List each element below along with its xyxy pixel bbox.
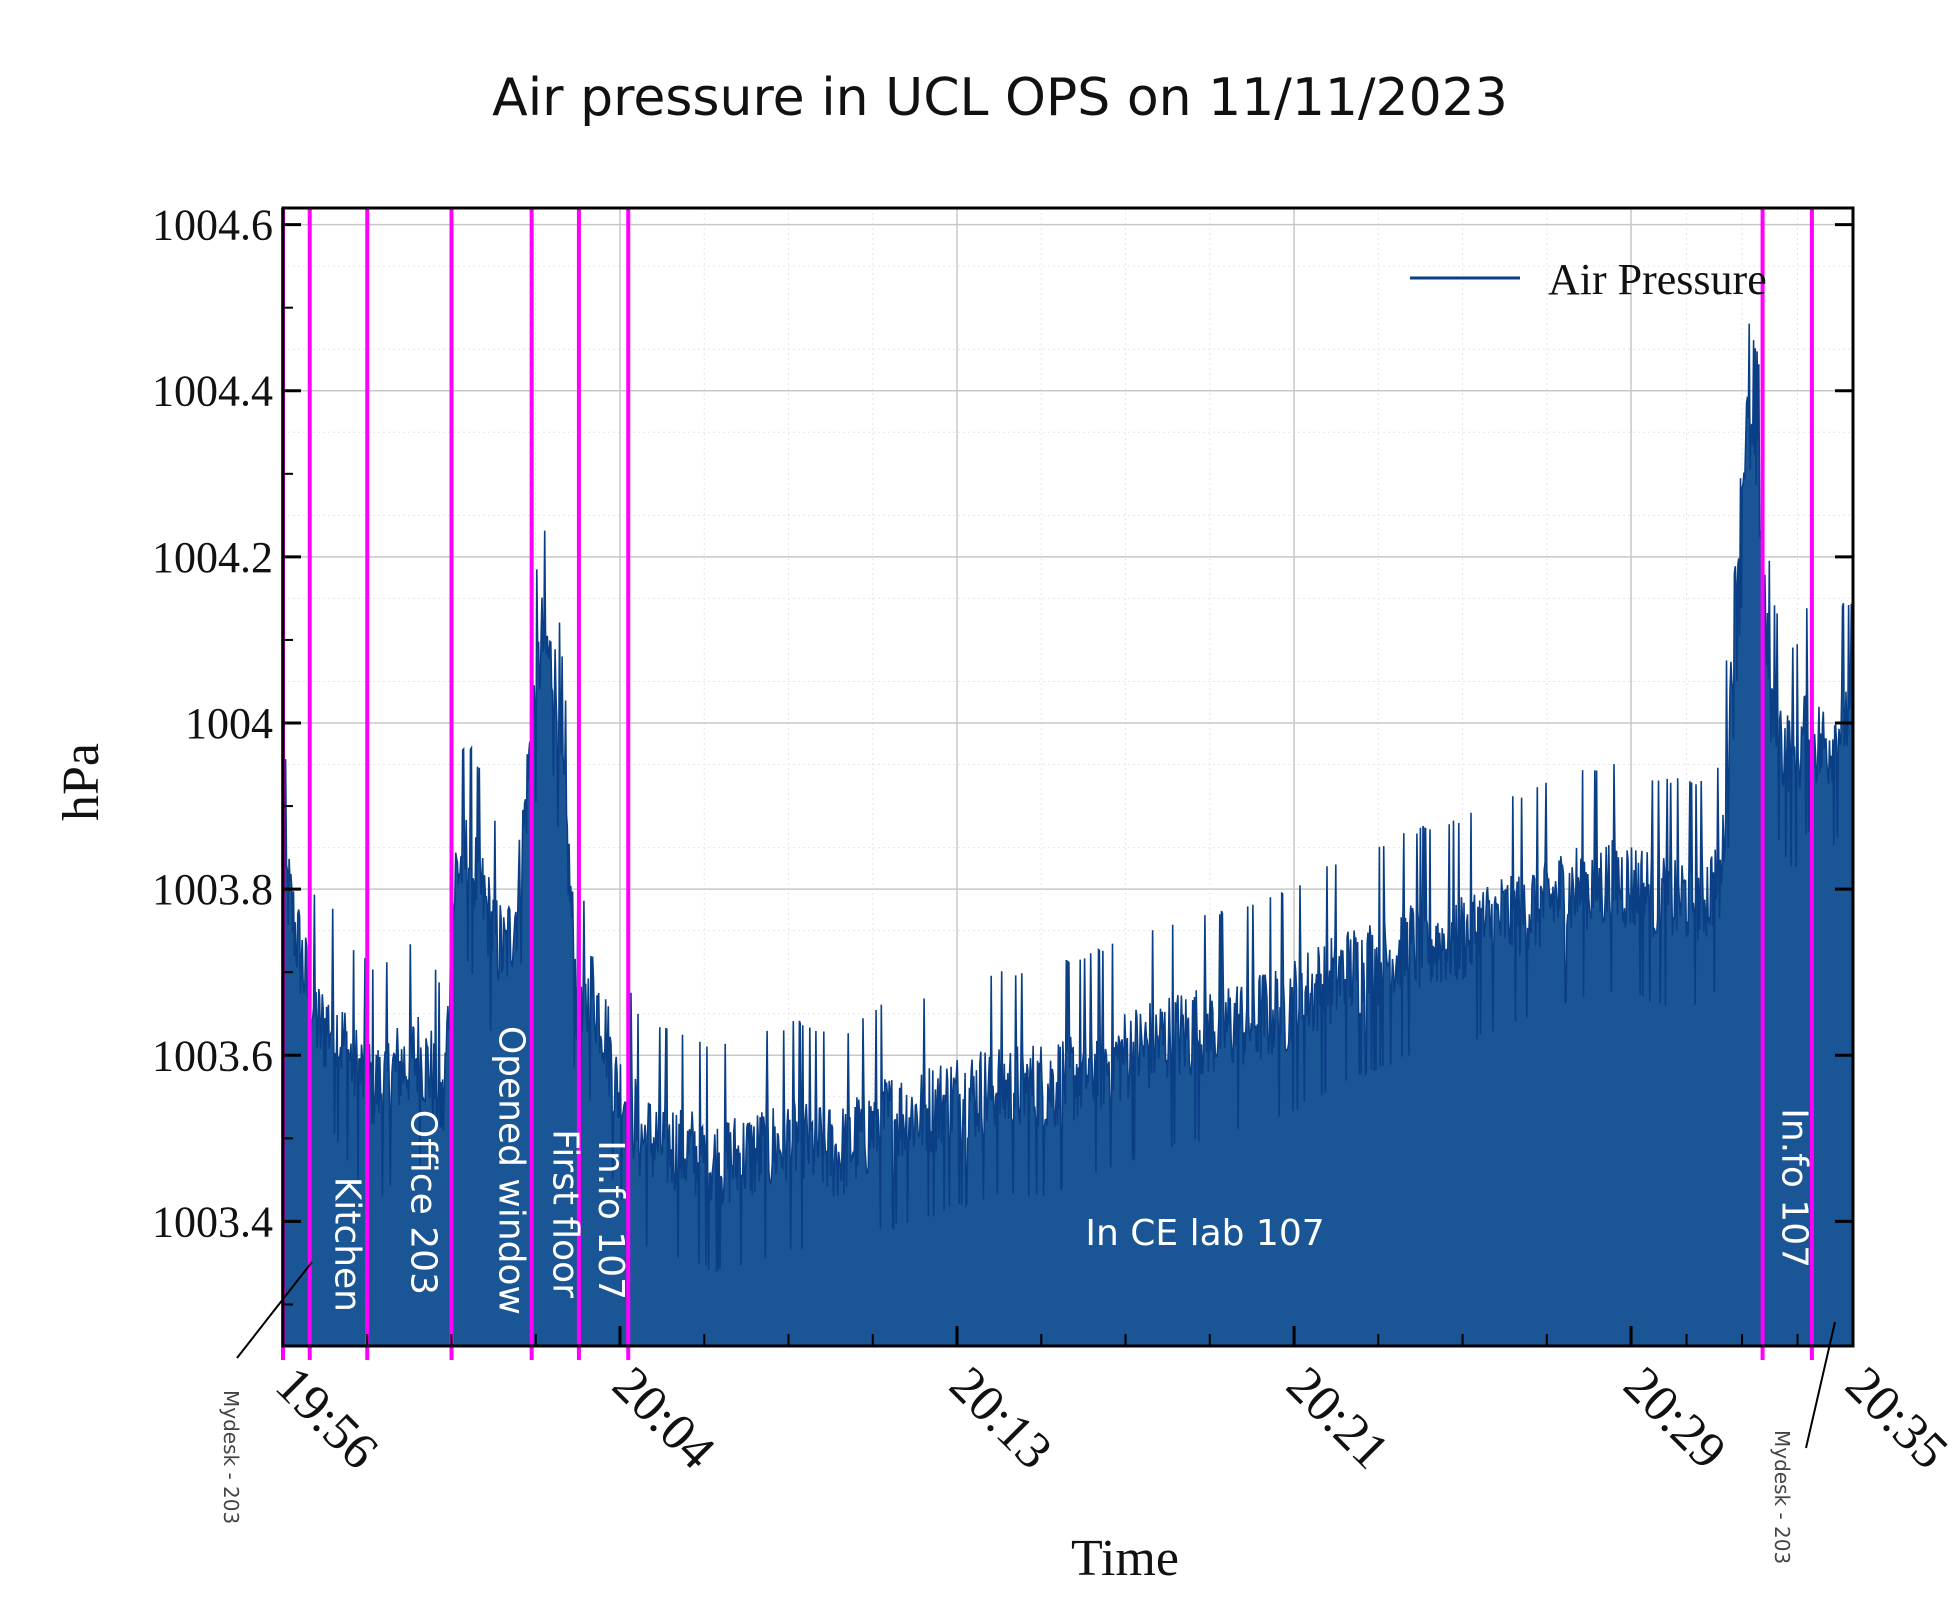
legend-label: Air Pressure: [1548, 255, 1767, 304]
annotation-mydesk-start: Mydesk - 203: [219, 1390, 243, 1524]
x-tick-label: 20:13: [939, 1356, 1063, 1480]
pressure-area-fill: [283, 323, 1853, 1347]
y-axis: 1003.4 1003.6 1003.8 1004 1004.2 1004.4 1004.6: [152, 201, 1853, 1306]
leader-line: [236, 1261, 313, 1359]
side-annotations: Mydesk - 203 Mydesk - 203: [219, 1261, 1836, 1564]
x-tick-label: 20:35: [1835, 1356, 1952, 1480]
legend: Air Pressure: [1410, 255, 1767, 304]
chart-title: Air pressure in UCL OPS on 11/11/2023: [492, 68, 1508, 128]
x-axis-label: Time: [1071, 1530, 1179, 1587]
pressure-line: [282, 323, 1854, 1273]
x-tick-label: 20:29: [1613, 1356, 1737, 1480]
plot-frame: [281, 206, 1855, 1348]
leader-line: [1805, 1321, 1836, 1449]
y-tick-label: 1004.2: [152, 533, 273, 582]
event-label: In.fo 107: [590, 1140, 631, 1300]
event-label: In CE lab 107: [1085, 1213, 1324, 1254]
y-tick-label: 1004: [185, 699, 273, 748]
event-label: First floor: [545, 1129, 586, 1298]
event-label: Kitchen: [327, 1177, 368, 1312]
annotation-mydesk-end: Mydesk - 203: [1770, 1430, 1794, 1564]
pressure-series: [282, 323, 1854, 1347]
x-tick-label: 19:56: [265, 1356, 389, 1480]
y-tick-label: 1003.6: [152, 1031, 273, 1080]
event-labels: Kitchen Office 203 Opened window First floo…: [327, 1026, 1815, 1315]
y-tick-label: 1003.8: [152, 865, 273, 914]
event-label: In.fo 107: [1774, 1108, 1815, 1268]
y-axis-label: hPa: [53, 743, 110, 821]
y-tick-label: 1004.4: [152, 367, 273, 416]
x-axis: 19:56 20:04 20:13 20:21 20:29 20:35: [265, 1326, 1952, 1480]
x-tick-label: 20:04: [602, 1356, 726, 1480]
event-label: Opened window: [491, 1026, 532, 1315]
x-tick-label: 20:21: [1276, 1356, 1400, 1480]
y-tick-label: 1004.6: [152, 201, 273, 250]
y-tick-label: 1003.4: [152, 1197, 273, 1246]
event-label: Office 203: [402, 1110, 443, 1295]
